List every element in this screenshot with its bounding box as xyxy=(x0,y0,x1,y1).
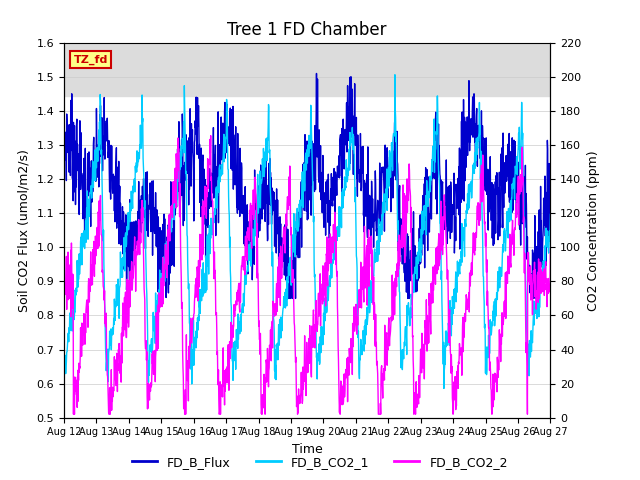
FD_B_CO2_1 xyxy=(391,72,399,78)
Title: Tree 1 FD Chamber: Tree 1 FD Chamber xyxy=(227,21,387,39)
FD_B_CO2_1 xyxy=(440,385,448,391)
FD_B_Flux xyxy=(283,296,291,301)
X-axis label: Time: Time xyxy=(292,443,323,456)
FD_B_Flux xyxy=(383,194,390,200)
FD_B_CO2_1 xyxy=(447,323,454,329)
FD_B_CO2_1 xyxy=(223,96,230,102)
FD_B_Flux xyxy=(223,104,230,110)
FD_B_CO2_2 xyxy=(490,404,497,409)
FD_B_Flux xyxy=(157,246,164,252)
Bar xyxy=(64,36,550,96)
FD_B_Flux xyxy=(313,71,321,76)
FD_B_Flux xyxy=(168,226,176,231)
Text: TZ_fd: TZ_fd xyxy=(74,54,108,65)
Legend: FD_B_Flux, FD_B_CO2_1, FD_B_CO2_2: FD_B_Flux, FD_B_CO2_1, FD_B_CO2_2 xyxy=(127,451,513,474)
FD_B_CO2_2 xyxy=(223,364,231,370)
FD_B_CO2_2 xyxy=(447,349,454,355)
Y-axis label: CO2 Concentration (ppm): CO2 Concentration (ppm) xyxy=(587,150,600,311)
Y-axis label: Soil CO2 Flux (umol/m2/s): Soil CO2 Flux (umol/m2/s) xyxy=(18,149,31,312)
FD_B_CO2_1 xyxy=(60,367,68,372)
FD_B_Flux xyxy=(490,242,497,248)
FD_B_CO2_1 xyxy=(547,212,554,217)
FD_B_Flux xyxy=(60,102,68,108)
FD_B_CO2_2 xyxy=(383,330,390,336)
Line: FD_B_Flux: FD_B_Flux xyxy=(64,73,550,299)
FD_B_CO2_1 xyxy=(382,186,390,192)
FD_B_Flux xyxy=(447,236,454,241)
Line: FD_B_CO2_2: FD_B_CO2_2 xyxy=(64,136,550,414)
FD_B_CO2_2 xyxy=(207,133,214,139)
FD_B_CO2_1 xyxy=(168,208,176,214)
FD_B_Flux xyxy=(547,218,554,224)
FD_B_CO2_1 xyxy=(490,315,497,321)
FD_B_CO2_1 xyxy=(157,303,164,309)
FD_B_CO2_2 xyxy=(60,276,68,281)
FD_B_CO2_2 xyxy=(547,246,554,252)
FD_B_CO2_2 xyxy=(169,215,177,220)
FD_B_CO2_2 xyxy=(157,298,164,304)
FD_B_CO2_2 xyxy=(70,411,77,417)
Line: FD_B_CO2_1: FD_B_CO2_1 xyxy=(64,75,550,388)
